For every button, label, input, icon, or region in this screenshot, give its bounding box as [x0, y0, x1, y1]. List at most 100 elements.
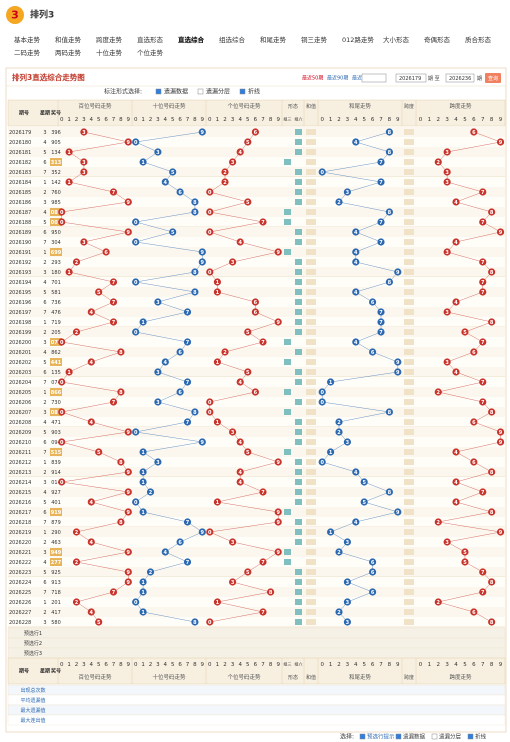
to-suffix: 期 [477, 76, 482, 82]
hit-digit: 9 [201, 250, 205, 256]
footer-box[interactable] [467, 733, 474, 740]
digit-header: 9 [396, 662, 400, 668]
footer-box[interactable] [395, 733, 402, 740]
nav-tab[interactable]: 组选综合 [219, 35, 246, 44]
preselect-label[interactable]: 预选行2 [24, 640, 42, 647]
hit-digit: 3 [231, 160, 235, 166]
hit-digit: 4 [454, 450, 458, 456]
hit-digit: 9 [276, 550, 280, 556]
sum-cell [306, 239, 316, 245]
group-header: 跨度走势 [449, 102, 472, 110]
sum-cell [306, 319, 316, 325]
number-highlight [50, 158, 62, 166]
nav-tab[interactable]: 两码走势 [55, 48, 82, 57]
span-cell [404, 499, 414, 505]
option-box[interactable] [155, 88, 162, 95]
draw-number: 699 [51, 250, 62, 256]
hit-ball [352, 138, 360, 146]
footer-option[interactable]: 预选行提示 [367, 733, 395, 741]
nav-tab[interactable]: 质合形态 [465, 35, 492, 44]
nav-tab[interactable]: 二码走势 [14, 48, 41, 57]
nav-tab[interactable]: 基本走势 [14, 35, 41, 44]
hit-digit: 9 [127, 550, 131, 556]
hit-ball [385, 408, 393, 416]
hit-digit: 5 [246, 200, 250, 206]
preselect-label[interactable]: 预选行3 [24, 650, 42, 657]
query-label[interactable]: 查询 [488, 75, 498, 82]
hit-ball [139, 478, 147, 486]
hit-ball [124, 568, 132, 576]
from-input[interactable] [395, 73, 427, 83]
nav-tab[interactable]: 和值走势 [55, 35, 82, 44]
digit-header: 0 [419, 117, 423, 123]
nav-tab[interactable]: 012路走势 [342, 35, 374, 44]
hit-digit: 3 [231, 540, 235, 546]
digit-header: 9 [127, 662, 131, 668]
option-box[interactable] [197, 88, 204, 95]
number-highlight [50, 388, 62, 396]
option-text[interactable]: 遗漏分层 [206, 88, 230, 96]
hit-ball [229, 158, 237, 166]
shape-cell [295, 419, 302, 425]
nav-tab[interactable]: 奇偶形态 [424, 35, 451, 44]
range-link[interactable]: 最近90期 [327, 75, 348, 82]
option-text[interactable]: 折线 [248, 88, 260, 96]
period: 2026215 [9, 490, 31, 496]
row-bg [8, 187, 505, 197]
footer-option[interactable]: 遗漏分层 [439, 733, 462, 741]
shape-cell [295, 169, 302, 175]
shape-cell [284, 549, 291, 555]
hit-digit: 7 [186, 310, 190, 316]
row-bg [8, 587, 505, 597]
preselect-label[interactable]: 预选行1 [24, 630, 42, 637]
hit-digit: 6 [254, 390, 258, 396]
weekday: 2 [43, 470, 46, 476]
footer-option[interactable]: 折线 [475, 733, 487, 741]
row-bg [8, 237, 505, 247]
nav-tab[interactable]: 十位走势 [96, 48, 123, 57]
row-bg [8, 157, 505, 167]
hit-ball [117, 458, 125, 466]
option-text[interactable]: 遗漏数据 [164, 88, 188, 96]
hit-digit: 3 [346, 190, 350, 196]
draw-number: 396 [51, 130, 61, 136]
to-input[interactable] [445, 73, 475, 83]
nav-tab[interactable]: 直选形态 [137, 35, 164, 44]
hit-ball [58, 478, 66, 486]
footer-box[interactable] [359, 733, 366, 740]
hit-digit: 2 [337, 200, 341, 206]
option-box[interactable] [239, 88, 246, 95]
shape-cell [295, 499, 302, 505]
hit-ball [213, 288, 221, 296]
hit-digit: 0 [208, 620, 212, 626]
nav-tab[interactable]: 大小形态 [383, 35, 410, 44]
hit-ball [479, 288, 487, 296]
hit-ball [443, 538, 451, 546]
hit-ball [87, 358, 95, 366]
hit-digit: 7 [481, 570, 485, 576]
nav-tab[interactable]: 个位走势 [137, 48, 164, 57]
draw-number: 471 [51, 420, 61, 426]
hit-digit: 6 [371, 560, 375, 566]
nav-tab[interactable]: 直选综合 [178, 35, 205, 44]
group-header: 和尾走势 [349, 102, 372, 110]
hit-ball [251, 128, 259, 136]
nav-tab[interactable]: 跨度走势 [96, 35, 123, 44]
sum-cell [306, 409, 316, 415]
footer-box[interactable] [431, 733, 438, 740]
hit-ball [72, 598, 81, 606]
query-button[interactable] [485, 73, 501, 83]
footer-option[interactable]: 遗漏数据 [403, 733, 426, 741]
hit-ball [176, 348, 184, 356]
digit-header: 7 [186, 662, 190, 668]
select[interactable] [361, 73, 387, 83]
shape-cell [295, 189, 302, 195]
hit-digit: 1 [329, 450, 333, 456]
weekday: 3 [43, 130, 46, 136]
hit-ball [124, 508, 132, 516]
range-link[interactable]: 最近50期 [302, 75, 323, 82]
sum-cell [306, 179, 316, 185]
nav-tab[interactable]: 铜三走势 [301, 35, 328, 44]
nav-tab[interactable]: 和尾走势 [260, 35, 287, 44]
sum-cell [306, 229, 316, 235]
